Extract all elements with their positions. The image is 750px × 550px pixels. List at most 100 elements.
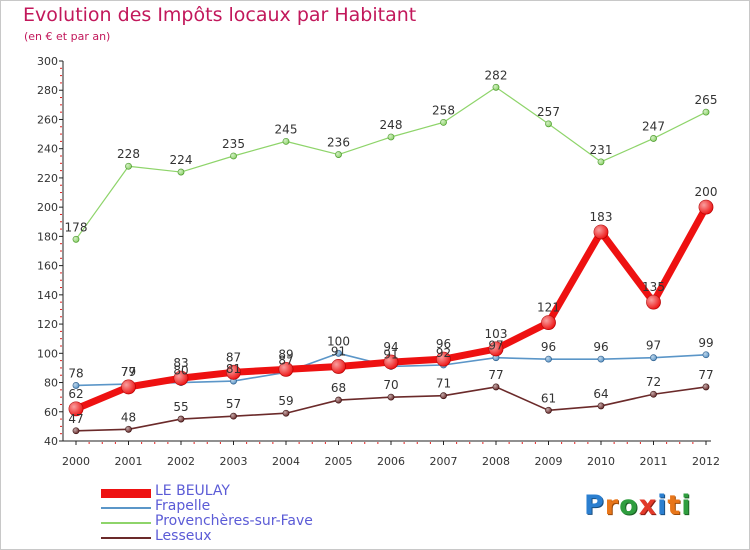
data-point-highlight [650,135,657,142]
chart-title: Evolution des Impôts locaux par Habitant [23,4,417,26]
series-line-3 [75,386,707,432]
data-point-highlight [73,427,79,434]
data-point-highlight [646,295,661,310]
data-point-highlight [178,169,184,176]
data-point-highlight [440,119,447,126]
data-label: 235 [222,137,245,151]
x-tick-label: 2011 [640,455,668,468]
data-label: 68 [331,381,346,395]
data-label: 200 [695,185,718,199]
data-label: 91 [383,347,398,361]
data-label: 89 [278,347,293,361]
data-point-highlight [703,351,709,358]
data-point-highlight [703,383,709,390]
data-label: 96 [541,340,556,354]
x-tick-label: 2003 [220,455,248,468]
legend-label: Frapelle [155,498,211,514]
data-point-highlight [388,134,394,140]
data-label: 236 [327,136,350,150]
data-point-highlight [226,365,241,380]
data-label: 228 [117,147,140,161]
data-label: 97 [646,339,661,353]
data-label: 48 [121,410,136,424]
data-point-highlight [384,355,398,370]
data-point-highlight [436,352,451,367]
y-tick-label: 60 [44,406,58,419]
data-point-highlight [335,350,342,357]
x-tick-label: 2000 [62,455,90,468]
data-label: 64 [593,387,608,401]
x-tick-label: 2001 [115,455,143,468]
data-point-highlight [598,158,604,165]
data-label: 265 [695,93,718,107]
data-label: 71 [436,377,451,391]
data-label: 47 [68,412,83,426]
y-tick-label: 120 [37,318,58,331]
data-point-highlight [440,392,447,399]
data-point-highlight [493,84,499,91]
data-label: 248 [380,118,403,132]
legend-swatch [101,507,151,509]
chart-subtitle: (en € et par an) [24,30,111,43]
data-point-highlight [545,407,552,414]
data-label: 59 [278,394,293,408]
x-tick-label: 2002 [167,455,195,468]
y-tick-label: 200 [37,201,58,214]
legend-label: Lesseux [155,528,212,544]
data-label: 77 [698,368,713,382]
data-label: 77 [121,365,136,379]
data-label: 282 [485,68,508,82]
data-point-highlight [230,153,237,159]
x-tick-label: 2012 [692,455,720,468]
data-label: 55 [173,400,188,414]
line-chart: 40 60 80 100 120 140 160 180 200 220 240 260 280 300 2… [37,55,720,468]
legend-swatch [101,537,151,539]
legend-label: Provenchères-sur-Fave [155,513,313,529]
data-label: 224 [170,153,193,167]
data-point-highlight [699,200,713,215]
legend-label: LE BEULAY [155,483,230,499]
data-label: 103 [485,327,508,341]
data-point-highlight [541,315,556,330]
data-point-highlight [545,120,552,127]
data-point-highlight [493,383,499,390]
data-label: 83 [173,356,188,370]
legend-swatch [101,488,151,498]
data-point-highlight [125,426,132,433]
data-label: 258 [432,103,455,117]
y-tick-label: 300 [37,55,58,68]
data-label: 72 [646,375,661,389]
y-tick-label: 220 [37,172,58,185]
legend-swatch [101,522,151,524]
data-label: 81 [226,362,241,376]
x-tick-label: 2010 [587,455,615,468]
data-label: 97 [488,339,503,353]
data-label: 87 [226,350,241,364]
x-tick-label: 2007 [430,455,458,468]
data-point-highlight [178,416,184,423]
data-label: 96 [436,337,451,351]
y-tick-label: 100 [37,347,58,360]
x-tick-label: 2009 [535,455,563,468]
data-point-highlight [493,354,499,361]
data-label: 183 [590,210,613,224]
data-point-highlight [598,402,604,409]
y-tick-label: 260 [37,113,58,126]
data-point-highlight [174,371,188,386]
y-tick-label: 240 [37,143,58,156]
data-label: 94 [383,340,398,354]
data-label: 70 [383,378,398,392]
data-label: 96 [593,340,608,354]
data-label: 57 [226,397,241,411]
data-label: 247 [642,119,665,133]
data-label: 121 [537,301,560,315]
data-point-highlight [230,378,237,385]
data-label: 231 [590,143,613,157]
y-tick-label: 80 [44,377,58,390]
data-label: 78 [68,366,83,380]
data-label: 99 [698,336,713,350]
data-point-highlight [125,163,132,170]
x-tick-label: 2004 [272,455,300,468]
data-point-highlight [545,356,552,363]
